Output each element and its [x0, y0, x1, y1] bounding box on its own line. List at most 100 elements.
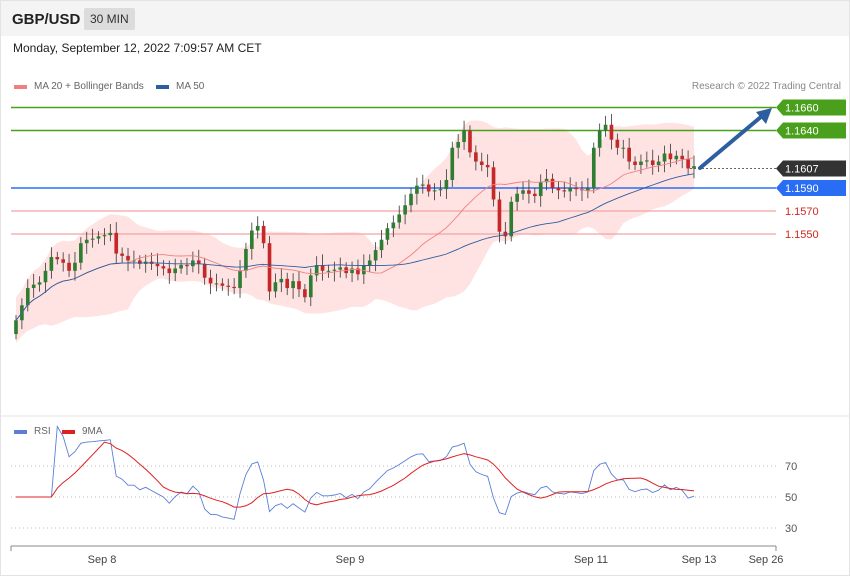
- candle-body: [497, 199, 502, 232]
- candle-body: [297, 281, 301, 290]
- candle-body: [185, 265, 189, 267]
- candle-body: [444, 179, 449, 190]
- rsi-line: [16, 425, 695, 520]
- legend-ma20: MA 20 + Bollinger Bands: [14, 81, 144, 92]
- candle-body: [261, 225, 266, 244]
- candle-body: [562, 190, 567, 192]
- datetime-label: Monday, September 12, 2022 7:09:57 AM CE…: [13, 41, 262, 55]
- candle-body: [126, 255, 130, 261]
- legend-rsi-swatch: [14, 429, 27, 434]
- candle-body: [43, 270, 48, 283]
- symbol-title: GBP/USD: [12, 11, 81, 28]
- x-tick-label: Sep 11: [574, 554, 608, 566]
- candle-body: [214, 283, 219, 285]
- candle-body: [692, 166, 696, 169]
- candle-body: [308, 275, 313, 298]
- rsi-tick-70: 70: [785, 461, 797, 473]
- candle-body: [73, 262, 77, 271]
- candle-body: [662, 153, 667, 162]
- candle-body: [609, 124, 614, 140]
- candle-body: [468, 130, 472, 153]
- candle-body: [114, 232, 119, 254]
- candle-body: [137, 260, 142, 264]
- candle-body: [586, 188, 590, 191]
- candle-body: [479, 161, 484, 165]
- candle-body: [220, 283, 225, 286]
- level-tag-1.1607: [776, 160, 846, 177]
- candle-body: [14, 320, 18, 335]
- candle-body: [208, 277, 213, 284]
- legend-ma50-swatch: [156, 84, 169, 89]
- ma20-line: [15, 157, 695, 321]
- timeframe-badge[interactable]: 30 MIN: [84, 8, 135, 30]
- legend-ma50-label: MA 50: [176, 81, 205, 92]
- candle-body: [132, 260, 136, 262]
- rsi-tick-50: 50: [785, 492, 797, 504]
- candle-body: [597, 130, 602, 148]
- candle-body: [415, 185, 419, 194]
- candle-body: [633, 161, 637, 165]
- legend-ma20-swatch: [14, 84, 27, 89]
- candle-body: [650, 160, 655, 165]
- candle-body: [232, 286, 236, 289]
- level-tag-1.1660: [776, 99, 846, 116]
- candle-body: [291, 281, 295, 289]
- candle-body: [255, 225, 260, 231]
- legend-9ma-label: 9MA: [82, 426, 103, 437]
- candle-body: [202, 263, 207, 278]
- candle-body: [25, 288, 30, 306]
- rsi-9ma-line: [16, 441, 695, 508]
- candle-body: [179, 265, 183, 269]
- candle-body: [108, 232, 113, 236]
- forecast-arrow-head: [756, 108, 772, 124]
- candle-body: [456, 142, 461, 148]
- legend-9ma: 9MA: [62, 426, 103, 437]
- candle-body: [521, 190, 525, 194]
- candle-body: [314, 265, 319, 276]
- candle-body: [656, 161, 661, 165]
- level-label-1.1570: 1.1570: [785, 206, 819, 218]
- candle-body: [350, 268, 354, 274]
- candle-body: [385, 228, 390, 240]
- candle-body: [173, 268, 178, 274]
- candle-body: [391, 222, 396, 229]
- candle-body: [332, 269, 337, 271]
- candle-body: [397, 214, 402, 223]
- candle-body: [409, 193, 413, 206]
- candle-body: [238, 270, 242, 289]
- candle-body: [102, 235, 107, 237]
- legend-rsi: RSI: [14, 426, 51, 437]
- candle-body: [155, 263, 160, 267]
- candle-body: [167, 268, 172, 274]
- candle-body: [603, 124, 608, 131]
- candle-body: [550, 178, 555, 188]
- candle-body: [379, 239, 384, 251]
- candle-body: [645, 160, 649, 162]
- candle-body: [462, 130, 466, 142]
- candle-body: [367, 260, 372, 266]
- level-label-1.1590: 1.1590: [785, 183, 819, 195]
- x-tick-label: Sep 13: [682, 554, 717, 566]
- candle-body: [591, 147, 596, 188]
- candle-body: [120, 253, 124, 256]
- candle-body: [49, 257, 54, 271]
- level-label-1.1550: 1.1550: [785, 229, 819, 241]
- candle-body: [485, 165, 490, 168]
- candle-body: [639, 161, 643, 165]
- bollinger-band: [16, 120, 694, 344]
- candle-body: [303, 289, 307, 298]
- candle-body: [574, 188, 578, 190]
- candle-body: [31, 284, 36, 289]
- legend-rsi-label: RSI: [34, 426, 51, 437]
- candle-body: [491, 167, 496, 200]
- candle-body: [249, 230, 254, 249]
- candle-body: [568, 188, 573, 192]
- candle-body: [84, 239, 89, 244]
- chart-header: GBP/USD 30 MIN: [1, 1, 849, 36]
- level-tag-1.1590: [776, 180, 846, 196]
- candle-body: [373, 250, 378, 261]
- candle-body: [532, 193, 537, 197]
- candle-body: [226, 285, 231, 287]
- candle-body: [61, 259, 65, 263]
